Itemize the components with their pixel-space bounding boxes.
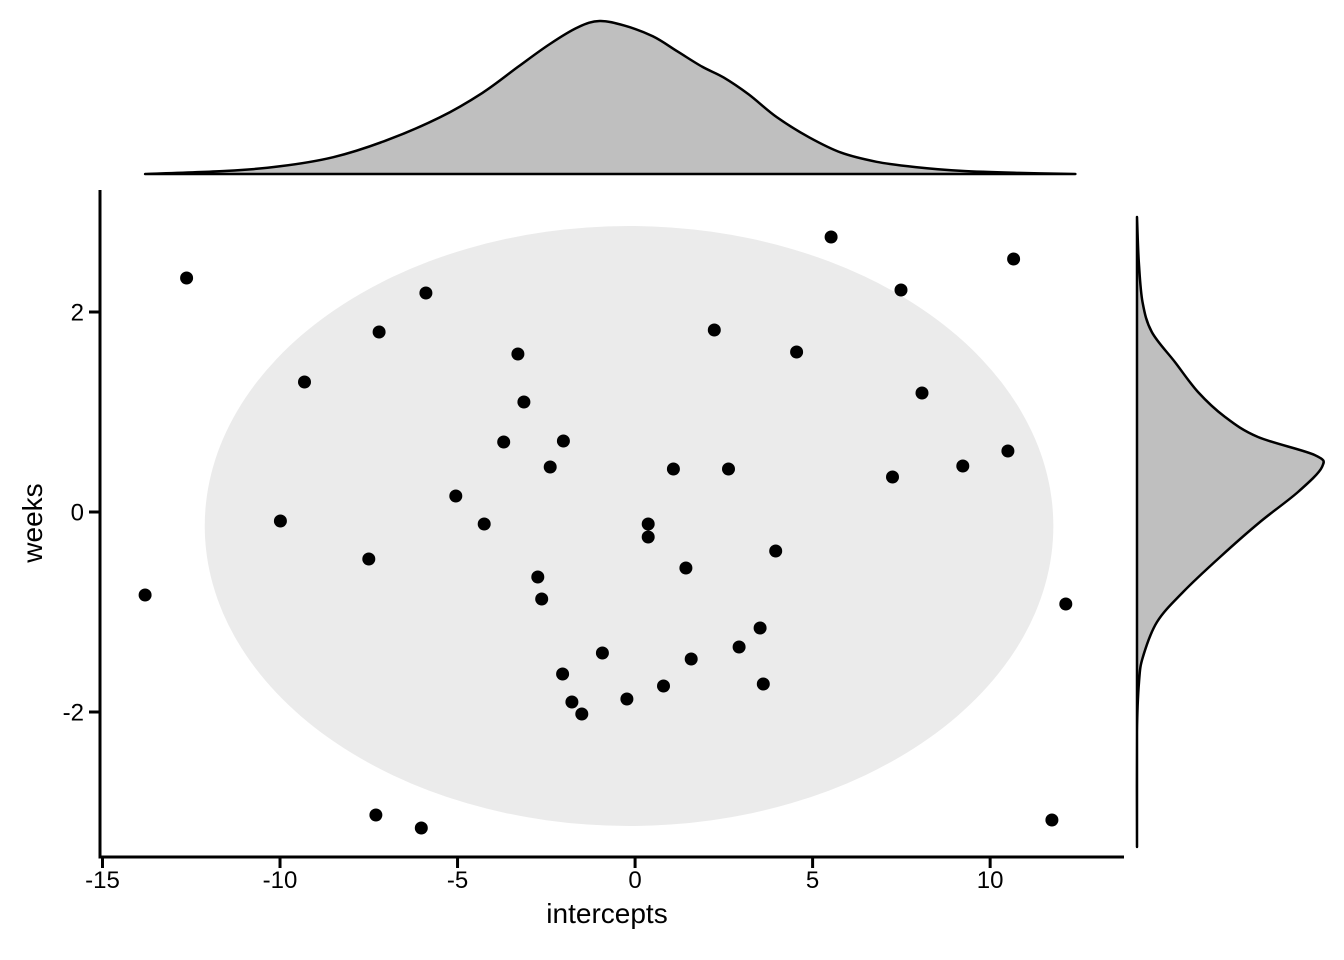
x-axis-title: intercepts (546, 898, 667, 929)
scatter-point (732, 640, 746, 654)
scatter-point (419, 286, 433, 300)
scatter-point (956, 459, 970, 473)
right-density-curve (1135, 215, 1325, 849)
y-tick-label: -2 (63, 700, 84, 727)
scatter-point (1059, 597, 1073, 611)
scatter-point (414, 821, 428, 835)
scatter-point (565, 695, 579, 709)
scatter-point (535, 592, 549, 606)
scatter-point (707, 323, 721, 337)
scatter-point (369, 808, 383, 822)
x-tick-label: -15 (85, 867, 120, 894)
scatter-point (556, 667, 570, 681)
scatter-point (511, 347, 525, 361)
scatter-point (894, 283, 908, 297)
scatter-point (679, 561, 693, 575)
scatter-point (477, 517, 491, 531)
scatter-point (769, 544, 783, 558)
top-density-plot (143, 19, 1077, 176)
scatter-point (575, 707, 589, 721)
x-tick-label: 0 (628, 867, 641, 894)
y-axis: 2 0 -2 (63, 190, 102, 859)
scatter-point (298, 375, 311, 389)
right-density-plot (1135, 215, 1325, 849)
scatter-point (180, 271, 194, 285)
scatter-point (684, 652, 698, 666)
scatter-point (449, 489, 463, 503)
scatter-point (1045, 813, 1059, 827)
scatter-point (657, 679, 670, 693)
x-tick-label: 5 (806, 867, 819, 894)
scatter-point (273, 514, 287, 528)
scatter-point (362, 552, 376, 566)
scatter-point (620, 692, 634, 706)
confidence-ellipse-shape (204, 226, 1054, 826)
y-axis-title: weeks (17, 483, 48, 563)
scatter-point (756, 677, 770, 691)
x-tick-label: -5 (447, 867, 468, 894)
scatter-point (824, 230, 838, 244)
scatter-point (556, 434, 570, 448)
scatter-point (1001, 444, 1015, 458)
y-tick-label: 2 (71, 300, 84, 327)
scatter-point (531, 570, 545, 584)
y-tick-label: 0 (71, 500, 84, 527)
scatter-point (886, 470, 899, 484)
x-axis: -15 -10 -5 0 5 10 (85, 855, 1124, 894)
scatter-point (641, 530, 655, 544)
scatter-point (722, 462, 735, 476)
scatter-points (138, 230, 1073, 835)
scatter-point (372, 325, 386, 339)
scatter-point (138, 588, 152, 602)
scatter-point (641, 517, 655, 531)
scatter-point (517, 395, 531, 409)
scatter-point (915, 386, 929, 400)
scatter-point (666, 462, 680, 476)
x-tick-label: -10 (263, 867, 298, 894)
confidence-ellipse (204, 226, 1054, 826)
scatter-point (753, 621, 767, 635)
scatter-point (790, 345, 804, 359)
scatter-point (497, 435, 511, 449)
x-tick-label: 10 (977, 867, 1004, 894)
top-density-curve (143, 19, 1077, 176)
scatter-point (543, 460, 557, 474)
scatter-point (595, 646, 609, 660)
scatter-point (1007, 252, 1021, 266)
